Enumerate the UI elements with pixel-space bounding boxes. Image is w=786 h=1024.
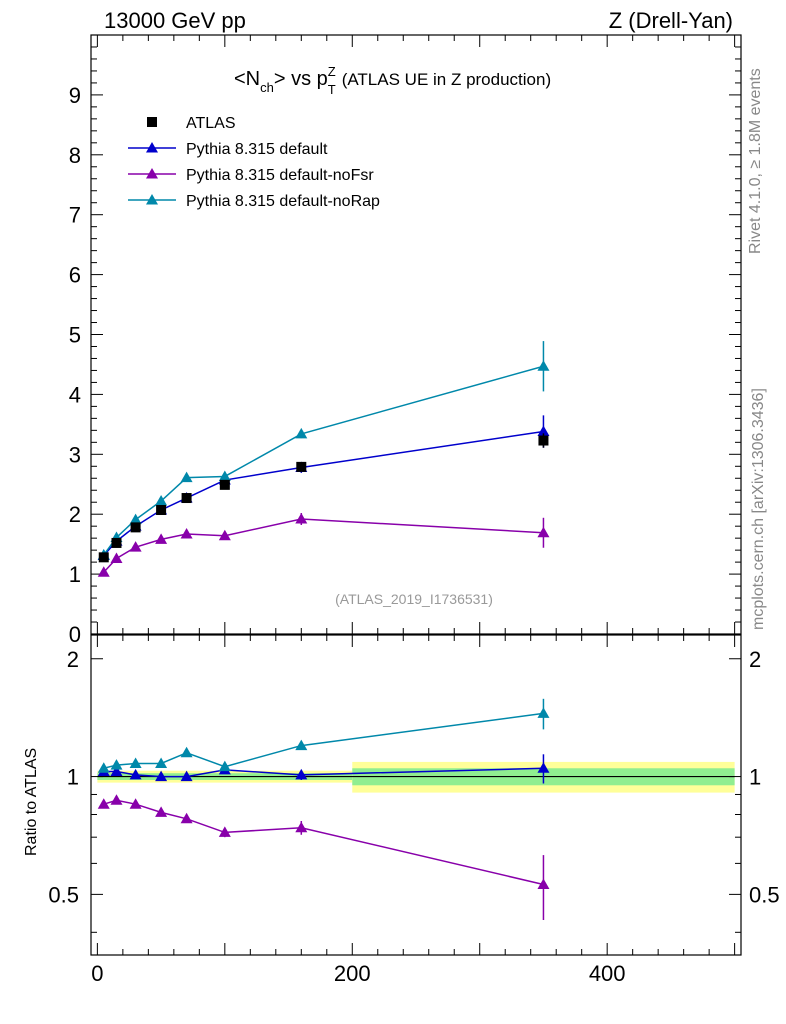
ratio-point xyxy=(295,739,308,751)
analysis-annotation: (ATLAS_2019_I1736531) xyxy=(335,591,493,607)
ratio-ytick-label: 0.5 xyxy=(48,882,79,907)
series-point xyxy=(97,566,110,577)
side-mcplots: mcplots.cern.ch [arXiv:1306.3436] xyxy=(750,388,767,630)
xtick-label: 400 xyxy=(589,961,626,986)
chart-title: <Nch> vs pTZ (ATLAS UE in Z production) xyxy=(234,64,551,97)
series-point xyxy=(180,527,193,539)
data-point xyxy=(538,435,549,446)
data-point xyxy=(181,493,192,504)
ratio-point xyxy=(537,762,550,773)
series-line-1 xyxy=(103,518,544,573)
series-point xyxy=(295,427,308,439)
legend-label: Pythia 8.315 default-noFsr xyxy=(186,167,374,184)
header-right: Z (Drell-Yan) xyxy=(609,8,733,33)
ratio-point xyxy=(180,746,193,758)
main-ytick-label-zero: 0 xyxy=(69,622,81,647)
ratio-point xyxy=(180,812,193,824)
main-ytick-label: 6 xyxy=(69,263,81,288)
series-point xyxy=(295,512,308,524)
ratio-ytick-label: 1 xyxy=(67,765,79,790)
ratio-point xyxy=(295,821,308,833)
ratio-line-2 xyxy=(103,712,544,770)
main-ytick-label: 7 xyxy=(69,203,81,228)
ratio-point xyxy=(110,794,123,805)
ratio-point xyxy=(537,707,550,718)
xtick-label: 200 xyxy=(334,961,371,986)
ratio-ytick-label-right: 2 xyxy=(749,647,761,672)
ratio-ylabel: Ratio to ATLAS xyxy=(23,748,40,856)
series-point xyxy=(218,470,231,481)
title-sup-b: Z xyxy=(328,64,336,79)
ratio-ytick-label: 2 xyxy=(67,647,79,672)
title-part-a: <N xyxy=(234,68,260,90)
ratio-point xyxy=(155,757,168,768)
main-ytick-label: 2 xyxy=(69,502,81,527)
ratio-point xyxy=(97,762,110,773)
ratio-point xyxy=(110,759,123,770)
series-point xyxy=(155,495,168,506)
header-left: 13000 GeV pp xyxy=(104,8,246,33)
ratio-point xyxy=(97,798,110,809)
legend-label: Pythia 8.315 default-noRap xyxy=(186,193,380,210)
legend-label: Pythia 8.315 default xyxy=(186,141,328,158)
ratio-frame xyxy=(90,634,742,956)
ratio-point xyxy=(129,798,142,809)
ratio-ytick-label-right: 0.5 xyxy=(749,882,780,907)
ratio-point xyxy=(129,757,142,768)
data-point xyxy=(296,461,307,472)
xtick-label: 0 xyxy=(91,961,103,986)
series-point xyxy=(537,360,550,371)
ratio-point xyxy=(218,826,231,837)
data-point xyxy=(156,505,167,516)
series-point xyxy=(129,541,142,552)
ratio-point xyxy=(129,768,142,780)
series-point xyxy=(129,513,142,525)
title-part-c: (ATLAS UE in Z production) xyxy=(342,70,551,89)
legend-marker xyxy=(146,142,158,153)
series-point xyxy=(155,533,168,544)
main-ytick-label: 5 xyxy=(69,323,81,348)
ratio-point xyxy=(180,770,193,782)
data-point xyxy=(219,479,230,490)
ratio-point xyxy=(537,878,550,889)
main-ytick-label: 3 xyxy=(69,442,81,467)
ratio-point xyxy=(155,806,168,817)
title-part-b: > vs p xyxy=(274,68,328,90)
side-rivet: Rivet 4.1.0, ≥ 1.8M events xyxy=(747,68,764,254)
data-point xyxy=(98,552,109,563)
title-sub-a: ch xyxy=(260,80,274,95)
main-ytick-label: 4 xyxy=(69,382,81,407)
series-point xyxy=(537,526,550,538)
ratio-point xyxy=(110,765,123,777)
series-point xyxy=(110,552,123,564)
ratio-plot: 0.5 0.5 1 1 2 2 0 200 400 xyxy=(48,634,780,986)
title-sub-b: T xyxy=(328,82,336,97)
data-point xyxy=(130,522,141,533)
data-point xyxy=(111,537,122,548)
series-line-2 xyxy=(103,365,544,556)
main-ytick-label: 8 xyxy=(69,143,81,168)
main-ytick-label: 9 xyxy=(69,83,81,108)
legend-marker-atlas xyxy=(147,117,157,127)
legend-label-atlas: ATLAS xyxy=(186,115,236,132)
main-ytick-label: 1 xyxy=(69,562,81,587)
series-point xyxy=(218,529,231,541)
legend-marker xyxy=(146,194,158,205)
main-plot: 1 2 3 4 5 6 7 8 9 0 xyxy=(69,34,742,647)
legend: ATLAS Pythia 8.315 default Pythia 8.315 de… xyxy=(128,115,380,210)
ratio-point xyxy=(218,760,231,772)
ratio-point xyxy=(295,768,308,780)
legend-marker xyxy=(146,168,158,179)
ratio-point xyxy=(155,770,168,782)
series-point xyxy=(180,471,193,483)
ratio-ytick-label-right: 1 xyxy=(749,765,761,790)
ratio-line-1 xyxy=(103,799,544,886)
series-point xyxy=(537,425,550,437)
